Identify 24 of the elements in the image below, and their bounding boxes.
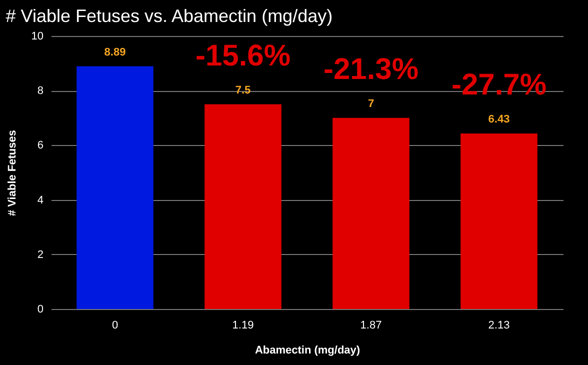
y-axis-title: # Viable Fetuses [6, 130, 18, 216]
x-axis-title: Abamectin (mg/day) [254, 344, 360, 356]
data-label: 7 [368, 98, 374, 110]
data-label: 7.5 [235, 84, 251, 96]
y-tick-label: 4 [37, 194, 44, 206]
bar [460, 133, 538, 309]
annotation: -27.7% [451, 68, 547, 102]
x-tick-label: 2.13 [488, 320, 510, 332]
bar [204, 104, 282, 309]
y-tick-label: 0 [37, 304, 44, 316]
y-tick-label: 2 [37, 248, 44, 261]
x-tick-label: 0 [112, 320, 118, 332]
bar [76, 66, 154, 309]
bar [332, 118, 410, 309]
data-label: 8.89 [104, 46, 126, 58]
annotation: -21.3% [323, 52, 419, 86]
y-tick-label: 6 [37, 140, 44, 152]
data-label: 6.43 [488, 113, 510, 126]
annotation: -15.6% [195, 39, 291, 72]
y-tick-label: 8 [37, 85, 44, 98]
x-tick-label: 1.19 [232, 320, 254, 332]
y-tick-label: 10 [31, 30, 44, 42]
chart-title: # Viable Fetuses vs. Abamectin (mg/day) [6, 6, 333, 26]
x-tick-label: 1.87 [360, 320, 382, 332]
